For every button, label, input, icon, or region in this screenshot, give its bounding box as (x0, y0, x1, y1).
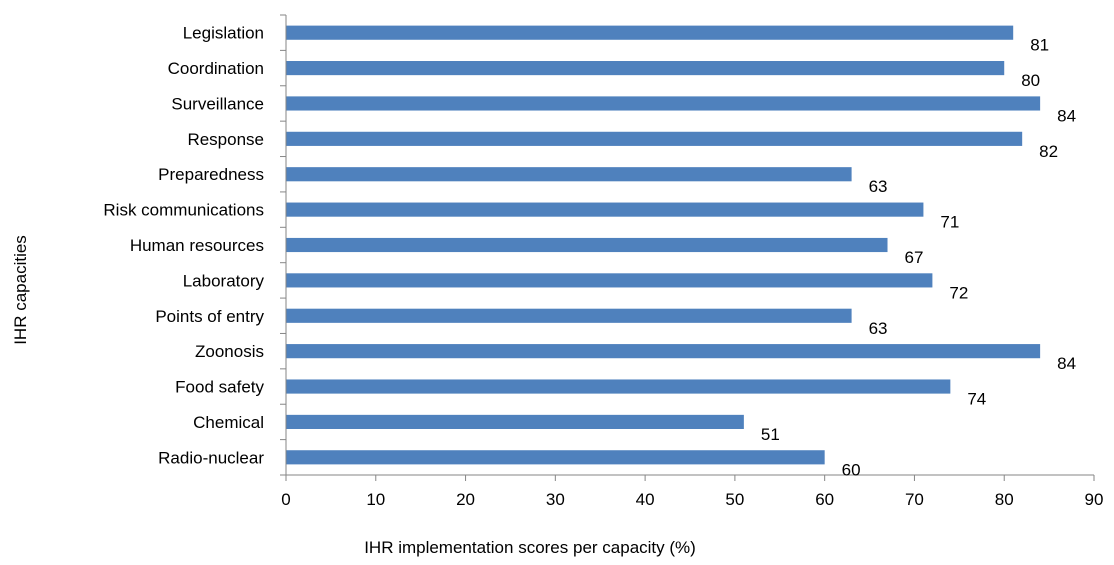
x-tick-label: 50 (725, 490, 744, 509)
category-label: Radio-nuclear (158, 448, 264, 467)
x-tick-label: 30 (546, 490, 565, 509)
y-axis-title: IHR capacities (11, 235, 30, 345)
bar-legislation (286, 25, 1014, 40)
value-label: 81 (1030, 36, 1049, 55)
x-tick-label: 10 (366, 490, 385, 509)
bars-layer (286, 25, 1041, 465)
value-label: 72 (949, 283, 968, 302)
bar-zoonosis (286, 344, 1041, 359)
category-label: Food safety (175, 378, 264, 397)
bar-response (286, 131, 1023, 146)
x-tick-label: 80 (995, 490, 1014, 509)
category-label: Coordination (168, 59, 264, 78)
labels-layer: Legislation 81 Coordination 80 Surveillance 8… (103, 24, 1103, 509)
category-label: Points of entry (155, 307, 264, 326)
x-tick-label: 0 (281, 490, 290, 509)
bar-risk-communications (286, 202, 924, 217)
bar-human-resources (286, 237, 888, 253)
bar-chemical (286, 414, 744, 429)
category-label: Response (187, 130, 264, 149)
bar-coordination (286, 61, 1005, 76)
value-label: 63 (869, 319, 888, 338)
value-label: 82 (1039, 142, 1058, 161)
value-label: 84 (1057, 354, 1076, 373)
category-label: Zoonosis (195, 342, 264, 361)
x-tick-label: 20 (456, 490, 475, 509)
bar-radio-nuclear (286, 450, 825, 465)
category-label: Risk communications (103, 201, 264, 220)
category-label: Chemical (193, 413, 264, 432)
category-label: Preparedness (158, 165, 264, 184)
bar-laboratory (286, 273, 933, 288)
category-label: Laboratory (183, 271, 265, 290)
value-label: 60 (842, 460, 861, 479)
x-tick-label: 70 (905, 490, 924, 509)
bar-food-safety (286, 379, 951, 394)
bar-preparedness (286, 167, 852, 182)
x-axis-title: IHR implementation scores per capacity (… (364, 538, 696, 557)
category-label: Human resources (130, 236, 264, 255)
value-label: 74 (967, 390, 986, 409)
value-label: 71 (940, 213, 959, 232)
x-tick-label: 60 (815, 490, 834, 509)
axes-layer (280, 14, 1095, 481)
bar-points-of-entry (286, 308, 852, 323)
value-label: 51 (761, 425, 780, 444)
value-label: 84 (1057, 106, 1076, 125)
value-label: 63 (869, 177, 888, 196)
x-tick-label: 40 (636, 490, 655, 509)
category-label: Surveillance (171, 94, 264, 113)
value-label: 67 (905, 248, 924, 267)
category-label: Legislation (183, 24, 264, 43)
bar-surveillance (286, 96, 1041, 111)
x-tick-label: 90 (1085, 490, 1104, 509)
value-label: 80 (1021, 71, 1040, 90)
